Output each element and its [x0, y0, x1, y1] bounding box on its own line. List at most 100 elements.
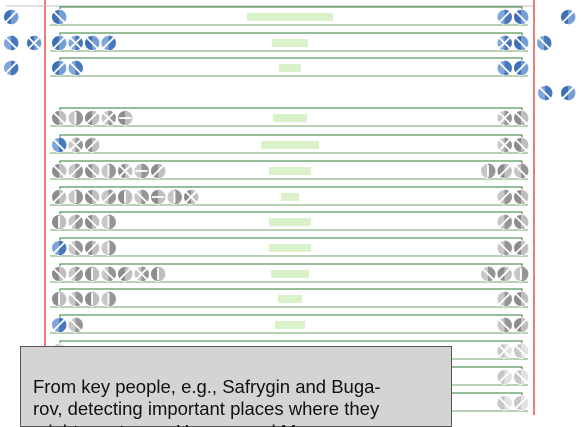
row-label-block	[247, 13, 333, 21]
slashed-circle-icon	[84, 291, 100, 307]
slashed-circle-icon	[100, 189, 117, 205]
slashed-circle-icon	[496, 369, 513, 385]
slashed-circle-icon	[513, 60, 529, 76]
row-bracket	[59, 237, 523, 244]
slashed-circle-icon	[67, 291, 84, 307]
caption-text: From key people, e.g., Safrygin and Buga…	[33, 375, 381, 427]
slashed-circle-icon	[84, 35, 100, 51]
slashed-circle-icon	[100, 110, 117, 126]
slashed-circle-icon	[496, 240, 513, 256]
slashed-circle-icon	[117, 189, 133, 205]
slashed-circle-icon	[100, 266, 117, 282]
row-bracket	[59, 314, 523, 321]
slashed-circle-icon	[51, 240, 67, 256]
row-label-block	[261, 141, 319, 149]
slashed-circle-icon	[496, 163, 513, 179]
slashed-circle-icon	[117, 266, 133, 282]
slashed-circle-icon	[67, 317, 84, 333]
slashed-circle-icon	[100, 163, 117, 179]
row-bracket	[59, 134, 523, 141]
slashed-circle-icon	[496, 214, 513, 230]
slashed-circle-icon	[26, 35, 42, 51]
slashed-circle-icon	[536, 35, 552, 51]
slashed-circle-icon	[51, 163, 67, 179]
row-label-block	[278, 295, 302, 303]
slashed-circle-icon	[496, 291, 513, 307]
slashed-circle-icon	[51, 291, 67, 307]
slashed-circle-icon	[117, 110, 133, 126]
slashed-circle-icon	[67, 137, 84, 153]
slashed-circle-icon	[513, 291, 529, 307]
slashed-circle-icon	[51, 137, 67, 153]
slashed-circle-icon	[513, 214, 529, 230]
slashed-circle-icon	[513, 240, 529, 256]
slashed-circle-icon	[67, 60, 84, 76]
slashed-circle-icon	[513, 369, 529, 385]
slashed-circle-icon	[67, 35, 84, 51]
slashed-circle-icon	[513, 9, 529, 25]
slashed-circle-icon	[84, 163, 100, 179]
slashed-circle-icon	[496, 60, 513, 76]
slashed-circle-icon	[537, 85, 553, 101]
slashed-circle-icon	[84, 110, 100, 126]
slashed-circle-icon	[183, 189, 199, 205]
caption-box: From key people, e.g., Safrygin and Buga…	[20, 346, 452, 427]
slashed-circle-icon	[100, 214, 117, 230]
slashed-circle-icon	[513, 266, 529, 282]
slashed-circle-icon	[3, 9, 19, 25]
slashed-circle-icon	[67, 189, 84, 205]
icons-layer	[3, 9, 576, 411]
slashed-circle-icon	[84, 214, 100, 230]
slashed-circle-icon	[496, 266, 513, 282]
slashed-circle-icon	[513, 35, 529, 51]
slashed-circle-icon	[84, 266, 100, 282]
slashed-circle-icon	[496, 189, 513, 205]
row-label-block	[279, 64, 301, 72]
row-label-block	[269, 244, 311, 252]
slashed-circle-icon	[166, 189, 183, 205]
slashed-circle-icon	[513, 137, 529, 153]
row-label-block	[269, 167, 311, 175]
slashed-circle-icon	[67, 214, 84, 230]
slashed-circle-icon	[84, 137, 100, 153]
slashed-circle-icon	[51, 189, 67, 205]
row-bracket	[59, 211, 523, 218]
slashed-circle-icon	[513, 189, 529, 205]
slashed-circle-icon	[51, 317, 67, 333]
row-bracket	[59, 32, 523, 39]
row-label-block	[272, 39, 308, 47]
slashed-circle-icon	[496, 9, 513, 25]
row-bracket	[59, 288, 523, 295]
slashed-circle-icon	[496, 35, 513, 51]
row-bracket	[59, 6, 523, 13]
slashed-circle-icon	[513, 163, 529, 179]
slashed-circle-icon	[51, 35, 67, 51]
slashed-circle-icon	[133, 163, 150, 179]
slashed-circle-icon	[67, 240, 84, 256]
slashed-circle-icon	[67, 266, 84, 282]
slashed-circle-icon	[133, 266, 150, 282]
slashed-circle-icon	[100, 35, 117, 51]
row-label-block	[273, 114, 307, 122]
slashed-circle-icon	[496, 137, 513, 153]
slashed-circle-icon	[480, 163, 496, 179]
row-label-block	[271, 270, 309, 278]
slashed-circle-icon	[150, 266, 166, 282]
slashed-circle-icon	[513, 343, 529, 359]
slashed-circle-icon	[560, 85, 576, 101]
slashed-circle-icon	[100, 240, 117, 256]
row-bracket	[59, 57, 523, 64]
slashed-circle-icon	[150, 163, 166, 179]
slashed-circle-icon	[117, 163, 133, 179]
slashed-circle-icon	[51, 9, 67, 25]
slashed-circle-icon	[513, 110, 529, 126]
row-label-block	[269, 218, 311, 226]
slashed-circle-icon	[84, 189, 100, 205]
slashed-circle-icon	[513, 395, 529, 411]
slashed-circle-icon	[51, 266, 67, 282]
slashed-circle-icon	[3, 35, 19, 51]
slashed-circle-icon	[480, 266, 496, 282]
row-label-block	[275, 321, 305, 329]
slashed-circle-icon	[51, 214, 67, 230]
